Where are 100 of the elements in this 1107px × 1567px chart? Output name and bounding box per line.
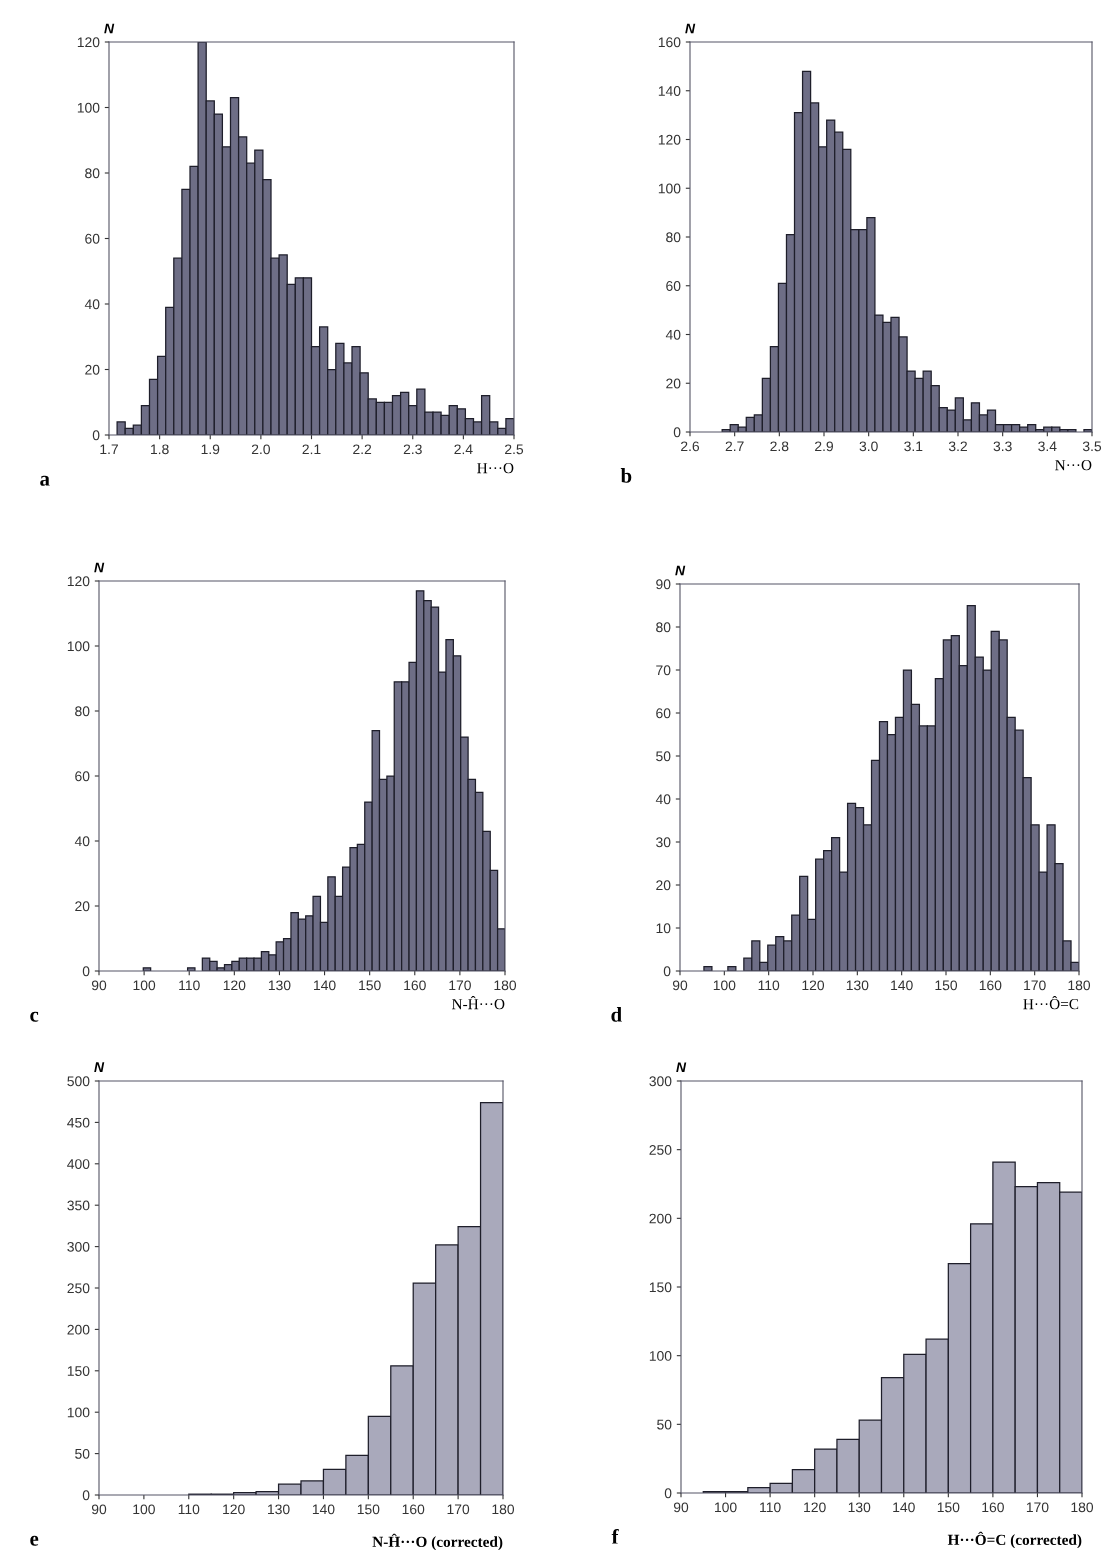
y-tick-label: 140 [658, 86, 681, 96]
x-tick-label: 100 [715, 1502, 737, 1513]
y-tick-label: 20 [656, 880, 671, 891]
x-axis-title: N-Ĥ···O (corrected) [372, 1533, 503, 1551]
x-tick-label: 140 [314, 980, 336, 991]
y-tick-label: 0 [664, 1488, 672, 1499]
y-tick-label: 80 [75, 706, 90, 717]
x-tick-label: 170 [1024, 980, 1046, 991]
x-tick-label: 160 [982, 1502, 1004, 1513]
x-axis-title: H···Ô=C [1023, 996, 1079, 1010]
y-tick-label: 40 [665, 329, 681, 340]
y-tick-label: 20 [75, 901, 90, 912]
x-tick-label: 2.0 [251, 444, 270, 455]
y-tick-label: 50 [656, 751, 671, 762]
x-tick-label: 2.7 [725, 441, 744, 452]
x-tick-label: 140 [891, 980, 913, 991]
x-tick-label: 180 [1071, 1502, 1094, 1513]
x-tick-label: 100 [713, 980, 736, 991]
y-tick-label: 80 [666, 232, 681, 243]
text: e [30, 1535, 39, 1546]
y-axis-title: N [685, 23, 696, 34]
y-tick-label: 100 [77, 102, 100, 113]
x-tick-label: 130 [268, 1504, 290, 1515]
x-tick-label: 170 [449, 980, 471, 991]
x-tick-label: 110 [758, 980, 780, 991]
x-tick-label: 160 [979, 980, 1002, 991]
x-tick-label: 3.1 [904, 441, 923, 452]
text: d [611, 1007, 622, 1022]
x-tick-label: 2.5 [505, 444, 524, 455]
y-tick-label: 120 [658, 134, 681, 145]
y-tick-label: 60 [85, 233, 100, 244]
y-axis-title: N [94, 1062, 105, 1072]
text: c [30, 1011, 39, 1022]
y-tick-label: 0 [663, 966, 671, 977]
x-tick-label: 2.9 [815, 441, 833, 452]
x-tick-label: 110 [179, 980, 200, 991]
y-tick-label: 100 [67, 1407, 90, 1418]
y-tick-label: 250 [67, 1283, 90, 1294]
y-tick-label: 300 [649, 1076, 672, 1087]
y-tick-label: 0 [82, 1490, 90, 1501]
y-tick-label: 40 [655, 794, 671, 805]
y-tick-label: 150 [649, 1282, 672, 1293]
text: b [620, 468, 632, 483]
y-tick-label: 160 [658, 37, 681, 48]
x-tick-label: 160 [404, 980, 426, 991]
y-tick-label: 300 [67, 1241, 90, 1252]
x-tick-label: 3.2 [948, 441, 967, 452]
x-tick-label: 120 [223, 980, 246, 991]
y-tick-label: 90 [656, 579, 671, 590]
y-tick-label: 40 [74, 836, 90, 847]
y-tick-label: 50 [657, 1419, 672, 1430]
x-tick-label: 170 [447, 1504, 470, 1515]
x-axis-title: H···Ô=C (corrected) [947, 1531, 1082, 1549]
y-tick-label: 40 [84, 299, 100, 310]
y-tick-label: 100 [658, 183, 681, 194]
x-tick-label: 120 [802, 980, 825, 991]
x-tick-label: 110 [760, 1502, 781, 1513]
x-tick-label: 180 [494, 980, 517, 991]
y-tick-label: 450 [67, 1117, 90, 1128]
y-tick-label: 0 [92, 430, 100, 441]
y-tick-label: 60 [75, 771, 90, 782]
y-tick-label: 400 [67, 1159, 90, 1169]
y-axis-title: N [94, 562, 105, 573]
x-tick-label: 3.5 [1082, 441, 1102, 452]
y-axis-title: N [104, 23, 115, 34]
y-tick-label: 0 [673, 427, 681, 438]
x-tick-label: 1.7 [100, 444, 118, 455]
y-tick-label: 100 [649, 1351, 672, 1361]
x-tick-label: 150 [937, 1502, 960, 1513]
y-tick-label: 20 [85, 364, 100, 375]
x-tick-label: 3.4 [1038, 441, 1057, 452]
x-tick-label: 3.0 [859, 441, 878, 452]
text: a [40, 475, 50, 486]
x-axis-title: N-Ĥ···O [451, 996, 505, 1010]
x-tick-label: 150 [357, 1504, 380, 1515]
x-tick-label: 3.3 [993, 441, 1012, 452]
y-tick-label: 500 [67, 1076, 90, 1087]
x-tick-label: 180 [492, 1504, 515, 1515]
x-tick-label: 130 [848, 1502, 871, 1513]
text: f [611, 1528, 619, 1544]
y-tick-label: 100 [67, 641, 90, 652]
x-tick-label: 2.8 [770, 441, 789, 452]
x-tick-label: 2.4 [454, 444, 473, 455]
y-axis-title: N [676, 1062, 687, 1072]
x-axis-title: N···O [1055, 460, 1092, 471]
y-tick-label: 20 [666, 378, 681, 389]
y-tick-label: 30 [656, 837, 671, 848]
x-tick-label: 90 [673, 1502, 689, 1513]
x-tick-label: 180 [1068, 980, 1091, 991]
x-tick-label: 170 [1026, 1502, 1049, 1513]
y-tick-label: 10 [656, 923, 671, 934]
y-tick-label: 200 [649, 1213, 672, 1224]
x-axis-title: H···O [477, 463, 514, 474]
y-tick-label: 80 [656, 622, 671, 633]
y-tick-label: 120 [77, 37, 100, 48]
x-tick-label: 2.3 [403, 444, 422, 455]
x-tick-label: 120 [804, 1502, 826, 1513]
x-tick-label: 1.8 [151, 444, 169, 455]
x-tick-label: 130 [268, 980, 291, 991]
y-tick-label: 0 [82, 966, 90, 977]
